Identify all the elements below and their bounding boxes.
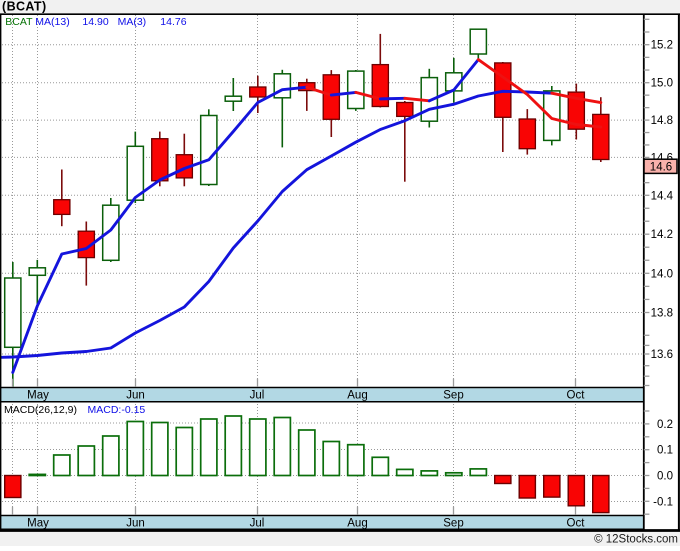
svg-text:MA(3): MA(3) [118, 16, 147, 28]
svg-text:Sep: Sep [443, 518, 463, 530]
svg-text:14.76: 14.76 [160, 16, 186, 28]
svg-text:-0.1: -0.1 [653, 496, 673, 508]
svg-text:Jun: Jun [126, 518, 145, 530]
svg-text:15.2: 15.2 [651, 40, 673, 52]
svg-text:14.4: 14.4 [651, 190, 674, 202]
svg-text:May: May [27, 518, 49, 530]
svg-text:MACD(26,12,9): MACD(26,12,9) [4, 404, 77, 416]
svg-text:14.90: 14.90 [82, 16, 108, 28]
svg-text:Jul: Jul [250, 390, 265, 402]
svg-text:Aug: Aug [347, 390, 367, 402]
svg-text:May: May [27, 390, 49, 402]
svg-text:13.8: 13.8 [651, 308, 673, 320]
svg-text:14.0: 14.0 [651, 268, 673, 280]
svg-text:0.1: 0.1 [657, 445, 673, 457]
svg-text:MACD:-0.15: MACD:-0.15 [88, 404, 146, 416]
svg-text:14.2: 14.2 [651, 229, 673, 241]
svg-text:Aug: Aug [347, 518, 367, 530]
svg-text:Sep: Sep [443, 390, 463, 402]
svg-text:© 12Stocks.com: © 12Stocks.com [594, 534, 678, 546]
svg-text:0.0: 0.0 [657, 471, 673, 483]
svg-text:MA(13): MA(13) [35, 16, 69, 28]
svg-text:Oct: Oct [567, 518, 586, 530]
svg-text:0.2: 0.2 [657, 419, 673, 431]
svg-text:(BCAT): (BCAT) [2, 0, 47, 14]
svg-text:Jul: Jul [250, 518, 265, 530]
svg-text:15.0: 15.0 [651, 78, 673, 90]
svg-text:BCAT: BCAT [5, 16, 33, 28]
svg-text:14.8: 14.8 [651, 115, 673, 127]
svg-text:Jun: Jun [126, 390, 145, 402]
svg-text:13.6: 13.6 [651, 349, 673, 361]
svg-text:Oct: Oct [567, 390, 586, 402]
svg-text:14.6: 14.6 [650, 162, 672, 174]
